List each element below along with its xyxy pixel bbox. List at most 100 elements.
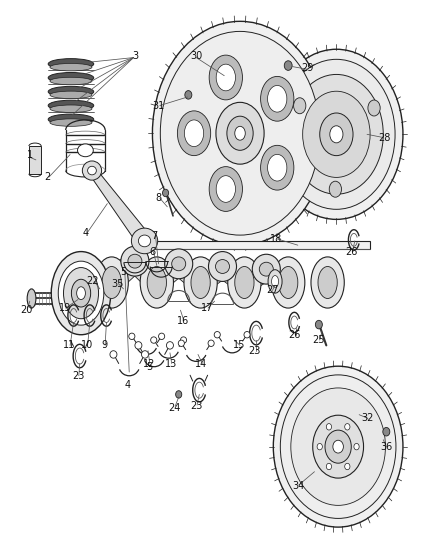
Ellipse shape <box>329 181 342 197</box>
Ellipse shape <box>131 228 158 254</box>
Text: 4: 4 <box>125 380 131 390</box>
Text: 36: 36 <box>380 442 392 451</box>
Ellipse shape <box>270 49 403 220</box>
Ellipse shape <box>51 252 111 335</box>
Ellipse shape <box>252 254 280 284</box>
Ellipse shape <box>166 342 173 349</box>
Ellipse shape <box>48 72 94 83</box>
Text: 14: 14 <box>195 359 208 368</box>
Ellipse shape <box>208 340 214 346</box>
Ellipse shape <box>64 268 99 319</box>
Ellipse shape <box>209 55 243 100</box>
Text: 28: 28 <box>378 133 391 142</box>
Polygon shape <box>29 146 41 174</box>
Ellipse shape <box>102 266 121 298</box>
Text: 4: 4 <box>82 229 88 238</box>
Circle shape <box>345 463 350 470</box>
Ellipse shape <box>162 189 169 197</box>
Text: 23: 23 <box>190 401 202 411</box>
Ellipse shape <box>140 257 173 308</box>
Ellipse shape <box>368 100 380 116</box>
Ellipse shape <box>216 176 236 203</box>
Ellipse shape <box>278 59 395 209</box>
Text: 26: 26 <box>345 247 357 256</box>
Ellipse shape <box>303 91 370 177</box>
Text: 7: 7 <box>151 231 157 240</box>
Ellipse shape <box>135 342 142 349</box>
Ellipse shape <box>165 249 193 279</box>
Ellipse shape <box>244 332 250 338</box>
Text: 8: 8 <box>155 193 162 203</box>
Ellipse shape <box>77 287 85 300</box>
Text: 26: 26 <box>288 330 300 340</box>
Text: 22: 22 <box>87 277 99 286</box>
Text: 23: 23 <box>249 346 261 356</box>
Ellipse shape <box>318 266 337 298</box>
Text: 18: 18 <box>270 234 282 244</box>
Ellipse shape <box>185 91 192 99</box>
Ellipse shape <box>88 166 96 175</box>
Text: 15: 15 <box>233 341 245 350</box>
Ellipse shape <box>208 252 237 281</box>
Circle shape <box>345 424 350 430</box>
Ellipse shape <box>293 98 306 114</box>
Ellipse shape <box>320 113 353 156</box>
Ellipse shape <box>178 340 184 346</box>
Ellipse shape <box>330 126 343 143</box>
Ellipse shape <box>280 375 396 519</box>
Text: 1: 1 <box>27 150 33 159</box>
Ellipse shape <box>325 430 351 463</box>
Ellipse shape <box>184 257 217 308</box>
Ellipse shape <box>121 246 149 276</box>
Ellipse shape <box>50 119 92 126</box>
Polygon shape <box>240 259 271 293</box>
Polygon shape <box>151 254 184 292</box>
Ellipse shape <box>284 61 292 70</box>
Ellipse shape <box>50 63 92 71</box>
Ellipse shape <box>71 279 91 307</box>
Ellipse shape <box>290 75 383 194</box>
Text: 16: 16 <box>177 316 189 326</box>
Ellipse shape <box>58 261 104 325</box>
Ellipse shape <box>27 289 36 308</box>
Polygon shape <box>106 252 141 292</box>
Ellipse shape <box>228 257 261 308</box>
Ellipse shape <box>48 114 94 125</box>
Ellipse shape <box>160 31 320 235</box>
Polygon shape <box>89 167 150 247</box>
Ellipse shape <box>138 235 151 247</box>
Text: 13: 13 <box>165 359 177 368</box>
Ellipse shape <box>180 337 187 343</box>
Ellipse shape <box>333 440 343 453</box>
Ellipse shape <box>272 257 305 308</box>
Ellipse shape <box>259 262 273 276</box>
Text: 27: 27 <box>266 286 279 295</box>
Ellipse shape <box>268 155 287 181</box>
Ellipse shape <box>261 76 294 121</box>
Text: 30: 30 <box>190 51 202 61</box>
Circle shape <box>326 424 332 430</box>
Ellipse shape <box>147 266 166 298</box>
Ellipse shape <box>191 266 210 298</box>
Ellipse shape <box>78 144 93 157</box>
Polygon shape <box>218 256 249 293</box>
Ellipse shape <box>48 86 94 97</box>
Text: 31: 31 <box>152 101 165 110</box>
Ellipse shape <box>313 415 364 478</box>
Ellipse shape <box>261 146 294 190</box>
Ellipse shape <box>151 337 157 343</box>
Text: 9: 9 <box>101 341 107 350</box>
Text: 12: 12 <box>143 359 155 368</box>
Text: 23: 23 <box>72 371 84 381</box>
Ellipse shape <box>273 366 403 527</box>
Ellipse shape <box>95 257 128 308</box>
Text: 17: 17 <box>201 303 213 313</box>
Ellipse shape <box>215 260 230 273</box>
Polygon shape <box>155 241 370 249</box>
Text: 24: 24 <box>168 403 180 413</box>
Text: 11: 11 <box>63 341 75 350</box>
Text: 19: 19 <box>59 303 71 313</box>
Polygon shape <box>262 259 293 293</box>
Text: 20: 20 <box>20 305 32 315</box>
Text: 6: 6 <box>149 247 155 256</box>
